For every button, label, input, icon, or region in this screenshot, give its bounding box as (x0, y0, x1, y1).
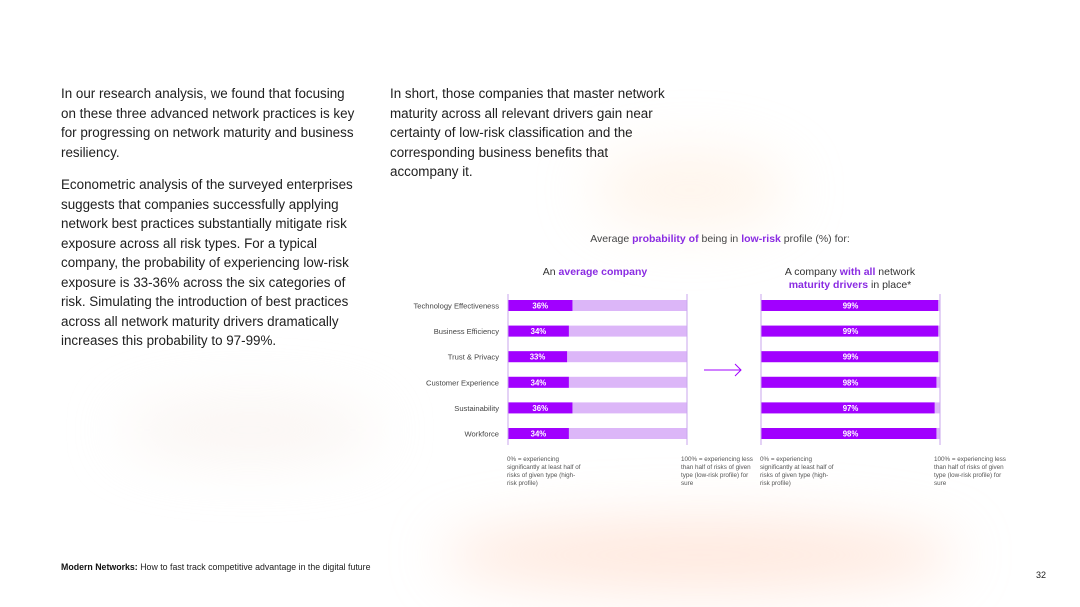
left-panel-title-highlight: average company (558, 266, 648, 278)
data-label: 98% (843, 430, 859, 439)
category-label: Technology Effectiveness (413, 302, 499, 311)
data-label: 99% (843, 353, 859, 362)
chart-title-middle: being in (698, 233, 742, 245)
data-label: 34% (531, 378, 547, 387)
right-panel-note-start: 0% = experiencing significantly at least… (760, 456, 834, 487)
bar (508, 402, 573, 414)
footer-subtitle: How to fast track competitive advantage … (137, 562, 371, 572)
bar (508, 325, 569, 337)
right-panel-note-end: 100% = experiencing less than half of ri… (934, 456, 1006, 487)
page-footer: Modern Networks: How to fast track compe… (61, 562, 371, 572)
category-label: Workforce (465, 430, 499, 439)
left-paragraph-2: Econometric analysis of the surveyed ent… (61, 177, 353, 348)
category-label: Business Efficiency (434, 327, 499, 336)
bar-track (508, 402, 687, 414)
right-panel-title-prefix: A company (784, 266, 840, 278)
right-panel-title-suffix: in place* (868, 279, 912, 291)
left-panel-title: An average company (500, 266, 690, 279)
category-label: Customer Experience (426, 378, 499, 387)
left-panel-title-prefix: An (542, 266, 559, 278)
data-label: 97% (843, 404, 859, 413)
data-label: 99% (843, 327, 859, 336)
data-label: 98% (843, 378, 859, 387)
left-panel-note-start: 0% = experiencing significantly at least… (507, 456, 581, 487)
right-panel-title-highlight-1: with all (839, 266, 876, 278)
bar-track (508, 325, 687, 337)
left-panel-note-end: 100% = experiencing less than half of ri… (681, 456, 753, 487)
bar-track (508, 300, 687, 311)
data-label: 99% (843, 302, 859, 311)
bar (761, 402, 935, 414)
arrow-right-icon-head (734, 363, 742, 377)
left-text-column: In our research analysis, we found that … (61, 84, 361, 364)
bar (761, 325, 939, 337)
chart-title-prefix: Average (590, 233, 633, 245)
data-label: 33% (530, 353, 546, 362)
category-label: Sustainability (454, 404, 499, 413)
chart-title: Average probability of being in low-risk… (440, 233, 1000, 245)
data-label: 36% (532, 404, 548, 413)
bar (508, 300, 573, 311)
bar (761, 300, 939, 311)
bar (508, 428, 569, 439)
bar (761, 351, 939, 363)
chart-title-suffix: profile (%) for: (780, 233, 850, 245)
bar-track (508, 351, 687, 363)
bar (508, 376, 569, 388)
chart-title-highlight-2: low-risk (741, 233, 781, 245)
bar-track (508, 428, 687, 439)
right-panel-title: A company with all network maturity drive… (745, 266, 955, 292)
middle-paragraph-1: In short, those companies that master ne… (390, 86, 665, 179)
bar-track (508, 376, 687, 388)
middle-text-column: In short, those companies that master ne… (390, 84, 680, 182)
chart-title-highlight-1: probability of (632, 233, 699, 245)
bar (761, 428, 937, 439)
right-panel-title-middle: network (875, 266, 916, 278)
page-number: 32 (1035, 570, 1046, 580)
data-label: 36% (532, 302, 548, 311)
data-label: 34% (531, 327, 547, 336)
footer-title: Modern Networks: (61, 562, 138, 572)
bar (508, 351, 568, 363)
data-label: 34% (531, 430, 547, 439)
category-label: Trust & Privacy (448, 353, 499, 362)
left-paragraph-1: In our research analysis, we found that … (61, 86, 355, 160)
right-panel-title-highlight-2: maturity drivers (788, 279, 869, 291)
bar (761, 376, 937, 388)
